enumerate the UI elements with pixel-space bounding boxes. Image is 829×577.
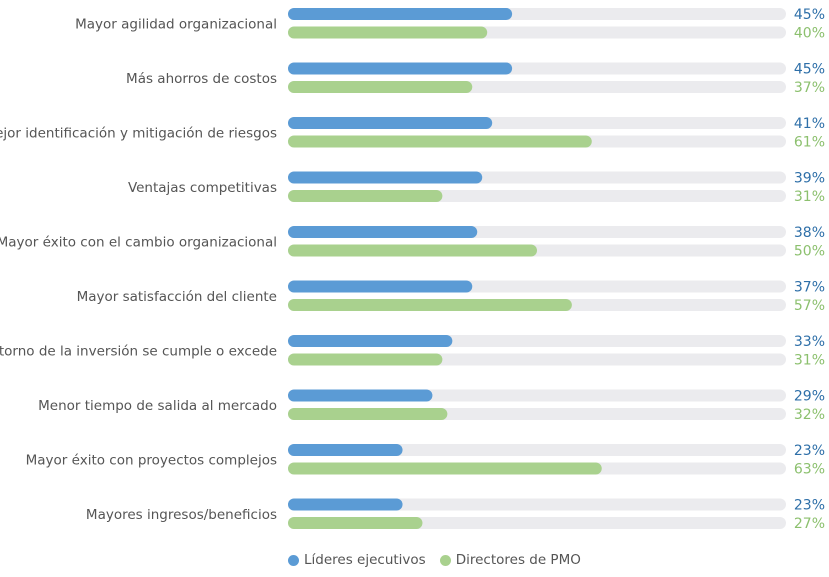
data-label: 31% [794,189,825,205]
category-label: Más ahorros de costos [126,71,277,87]
data-label: 33% [794,334,825,350]
bar [288,244,537,257]
legend-swatch-directores [439,554,451,566]
bar [288,335,453,347]
data-label: 45% [794,62,825,78]
bar [288,81,473,93]
bar [288,8,513,20]
category-label: Mejor identificación y mitigación de rie… [0,125,277,141]
data-label: 41% [794,116,825,132]
data-label: 27% [794,516,825,532]
bar [288,26,488,39]
bar-track [288,444,786,456]
legend-label-directores: Directores de PMO [455,552,581,568]
category-label: Mayores ingresos/beneficios [86,507,277,523]
bar [288,444,403,456]
bar [288,408,448,420]
data-label: 40% [794,26,825,42]
bar [288,280,473,293]
data-label: 31% [794,353,825,369]
category-label: Mayor agilidad organizacional [75,16,277,32]
data-label: 57% [794,298,825,314]
bar [288,353,443,366]
legend-item-lideres: Líderes ejecutivos [288,552,426,568]
data-label: 61% [794,135,825,151]
category-label: Mayor éxito con el cambio organizacional [0,234,277,250]
bar-track [288,498,786,511]
data-label: 45% [794,7,825,23]
bar [288,498,403,511]
category-label: Mayor éxito con proyectos complejos [26,452,277,468]
legend-item-directores: Directores de PMO [439,552,581,568]
bar [288,117,493,129]
data-label: 32% [794,407,825,423]
category-label: El retorno de la inversión se cumple o e… [0,343,277,359]
bar [288,462,602,475]
bar [288,517,423,529]
bar [288,299,572,311]
bar [288,389,433,402]
data-label: 29% [794,389,825,405]
category-label: Ventajas competitivas [128,180,277,196]
legend-label-lideres: Líderes ejecutivos [304,552,426,568]
legend-swatch-lideres [288,554,299,566]
bar [288,171,483,184]
data-label: 38% [794,225,825,241]
bar [288,190,443,202]
category-label: Menor tiempo de salida al mercado [38,398,277,414]
data-label: 50% [794,244,825,260]
data-label: 37% [794,280,825,296]
legend: Líderes ejecutivos Directores de PMO [288,552,595,568]
bar [288,135,592,148]
data-label: 23% [794,443,825,459]
data-label: 39% [794,171,825,187]
category-label: Mayor satisfacción del cliente [77,289,277,305]
bar [288,62,513,75]
data-label: 23% [794,498,825,514]
data-label: 63% [794,462,825,478]
data-label: 37% [794,80,825,96]
bar [288,226,478,238]
